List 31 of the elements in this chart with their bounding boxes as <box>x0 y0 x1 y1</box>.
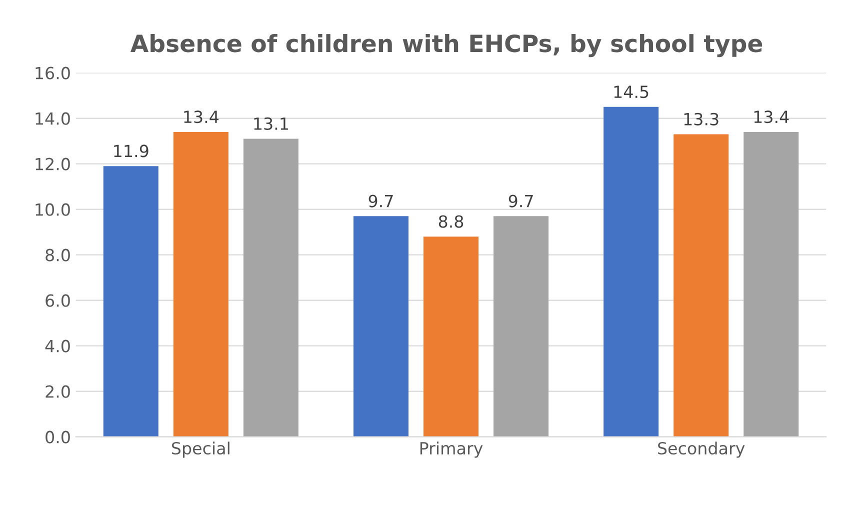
chart-title: Absence of children with EHCPs, by school type <box>130 34 762 58</box>
data-label: 13.4 <box>184 110 219 124</box>
data-label: 11.9 <box>114 144 148 158</box>
bar <box>353 216 408 437</box>
y-tick-label: 4.0 <box>45 340 70 352</box>
data-label: 13.1 <box>254 117 288 130</box>
x-tick-label: Primary <box>420 442 483 458</box>
bar <box>243 138 298 437</box>
bar <box>674 134 729 437</box>
bar <box>744 132 799 437</box>
y-tick-label: 12.0 <box>36 158 70 170</box>
y-tick-label: 16.0 <box>36 66 70 80</box>
y-tick-label: 0.0 <box>46 430 70 444</box>
data-label: 13.4 <box>754 110 789 124</box>
y-tick-label: 8.0 <box>46 248 70 262</box>
bar <box>173 132 228 437</box>
y-tick-label: 6.0 <box>46 294 70 307</box>
y-tick-label: 10.0 <box>36 203 70 216</box>
y-tick-label: 14.0 <box>36 112 70 125</box>
data-label: 14.5 <box>614 86 648 98</box>
data-label: 13.3 <box>684 112 718 126</box>
data-label: 9.7 <box>508 194 533 208</box>
bar <box>494 216 549 437</box>
bar <box>423 236 479 437</box>
x-tick-label: Secondary <box>658 442 745 458</box>
data-label: 8.8 <box>438 215 464 228</box>
bar <box>103 166 158 437</box>
y-tick-label: 2.0 <box>46 385 70 398</box>
data-label: 9.7 <box>368 194 393 208</box>
bar <box>604 106 659 437</box>
x-tick-label: Special <box>172 442 230 458</box>
